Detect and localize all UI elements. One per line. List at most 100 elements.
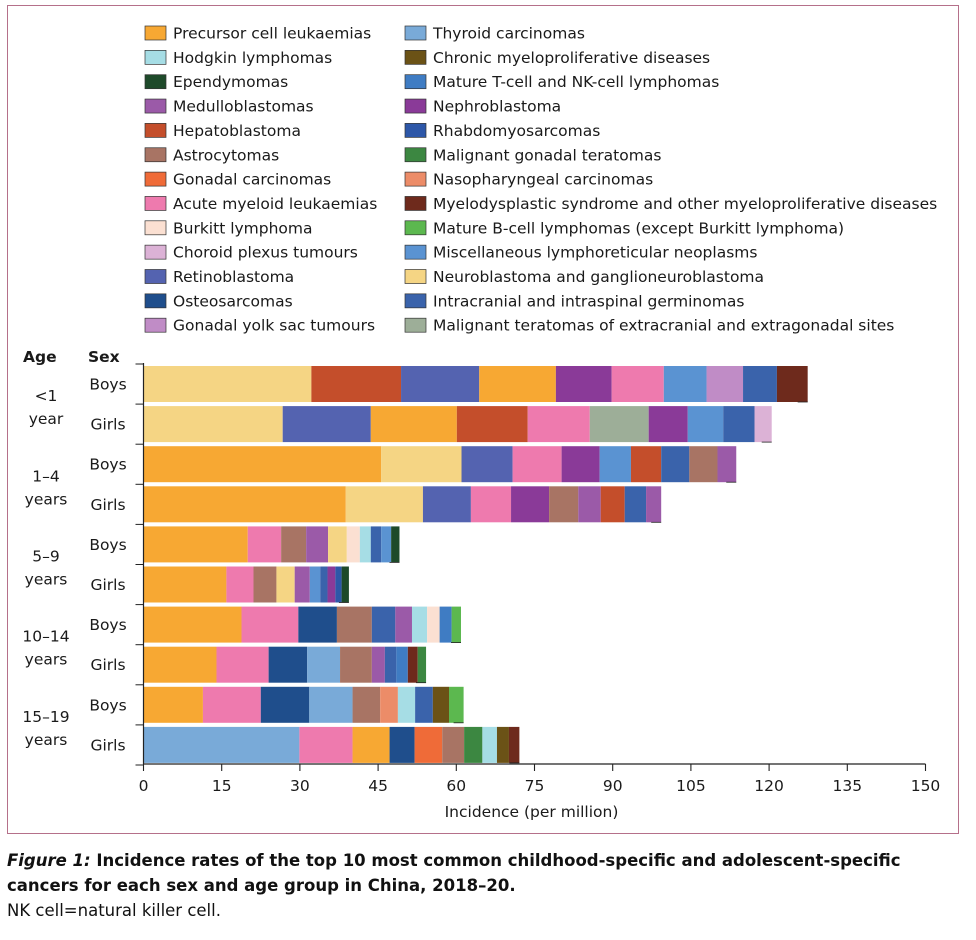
legend-swatch-medulloblastomas xyxy=(144,98,167,114)
bar-segment-girls-7-thyroid-carcinomas xyxy=(307,646,341,683)
legend-swatch-chronic-myeloproliferative-diseases xyxy=(404,49,427,65)
bar-segment-boys-4-hodgkin-lymphomas xyxy=(359,526,371,563)
bar-segment-girls-7-astrocytomas xyxy=(340,646,372,683)
bar-segment-boys-4-precursor-cell-leukaemias xyxy=(143,526,248,563)
age-label: 5–9 xyxy=(32,548,59,566)
bar-segment-boys-2-precursor-cell-leukaemias xyxy=(143,446,382,483)
bar-segment-girls-1-intracranial-and-intraspinal-germinomas xyxy=(723,406,755,443)
age-label-unit: year xyxy=(29,410,64,428)
sex-label-girls: Girls xyxy=(90,496,125,514)
bar-segment-boys-6-osteosarcomas xyxy=(298,606,337,643)
bar-segment-boys-0-myelodysplastic-syndrome-and-other-myeloproliferative-diseases xyxy=(776,366,808,402)
row-labels: Age Sex Boys Girls Boys Girls Boys Girls Boys Gir… xyxy=(22,348,126,754)
x-tick-label-75: 75 xyxy=(525,777,545,795)
sex-label-boys: Boys xyxy=(89,456,126,474)
legend-label-mature-b-cell-lymphomas-except-burkitt-lymphoma: Mature B-cell lymphomas (except Burkitt … xyxy=(433,219,844,237)
legend-swatch-ependymomas xyxy=(144,74,167,90)
bar-segment-boys-0-nephroblastoma xyxy=(555,366,612,402)
age-label-unit: years xyxy=(25,651,68,669)
legend-swatch-hodgkin-lymphomas xyxy=(144,49,167,65)
sex-label-girls: Girls xyxy=(90,736,125,754)
legend-label-rhabdomyosarcomas: Rhabdomyosarcomas xyxy=(433,122,600,140)
bar-segment-girls-1-miscellaneous-lymphoreticular-neoplasms xyxy=(687,406,724,443)
legend-label-burkitt-lymphoma: Burkitt lymphoma xyxy=(173,219,313,237)
legend-swatch-mature-b-cell-lymphomas-except-burkitt-lymphoma xyxy=(404,220,427,236)
bar-segment-boys-2-acute-myeloid-leukaemias xyxy=(512,446,562,483)
legend-swatch-rhabdomyosarcomas xyxy=(404,123,427,138)
legend-swatch-malignant-teratomas-of-extracranial-and-extragonadal-sites xyxy=(404,317,427,333)
bar-segment-boys-6-acute-myeloid-leukaemias xyxy=(241,606,299,643)
x-tick-label-120: 120 xyxy=(754,777,784,795)
x-tick-label-0: 0 xyxy=(139,777,149,795)
bar-segment-girls-5-ependymomas xyxy=(341,566,349,603)
legend-swatch-gonadal-carcinomas xyxy=(144,171,167,187)
bar-segment-boys-0-neuroblastoma-and-ganglioneuroblastoma xyxy=(143,366,312,402)
legend-swatch-nephroblastoma xyxy=(404,98,427,114)
legend-label-chronic-myeloproliferative-diseases: Chronic myeloproliferative diseases xyxy=(433,49,710,67)
age-label-unit: years xyxy=(25,490,68,508)
bar-segment-girls-1-precursor-cell-leukaemias xyxy=(370,406,457,443)
age-label-unit: years xyxy=(25,731,68,749)
bar-segment-boys-4-intracranial-and-intraspinal-germinomas xyxy=(370,526,382,563)
bar-segment-boys-4-burkitt-lymphoma xyxy=(346,526,360,563)
bar-segment-girls-1-choroid-plexus-tumours xyxy=(754,406,772,443)
bar-segment-boys-2-medulloblastomas xyxy=(717,446,737,483)
bar-segment-boys-8-precursor-cell-leukaemias xyxy=(143,686,203,723)
bar-segment-boys-8-mature-b-cell-lymphomas-except-burkitt-lymphoma xyxy=(449,686,464,723)
legend-swatch-neuroblastoma-and-ganglioneuroblastoma xyxy=(404,269,427,284)
legend-swatch-nasopharyngeal-carcinomas xyxy=(404,171,427,187)
legend-swatch-astrocytomas xyxy=(144,147,167,163)
bar-segment-girls-1-retinoblastoma xyxy=(282,406,371,443)
legend-swatch-hepatoblastoma xyxy=(144,123,167,138)
legend-swatch-burkitt-lymphoma xyxy=(144,220,167,236)
legend-label-precursor-cell-leukaemias: Precursor cell leukaemias xyxy=(173,25,371,43)
bar-segment-girls-1-malignant-teratomas-of-extracranial-and-extragonadal-sites xyxy=(589,406,649,443)
bar-segment-girls-7-myelodysplastic-syndrome-and-other-myeloproliferative-diseases xyxy=(407,646,418,683)
legend-swatch-gonadal-yolk-sac-tumours xyxy=(144,317,167,333)
figure-caption: Figure 1: Incidence rates of the top 10 … xyxy=(7,848,967,923)
bar-segment-boys-8-acute-myeloid-leukaemias xyxy=(202,686,261,723)
legend-label-malignant-gonadal-teratomas: Malignant gonadal teratomas xyxy=(433,146,661,164)
bar-segment-girls-1-nephroblastoma xyxy=(648,406,688,443)
legend-swatch-myelodysplastic-syndrome-and-other-myeloproliferative-diseases xyxy=(404,196,427,211)
bar-segment-boys-4-ependymomas xyxy=(391,526,400,563)
bar-segment-girls-7-mature-t-cell-and-nk-cell-lymphomas xyxy=(396,646,408,683)
bar-segment-girls-5-miscellaneous-lymphoreticular-neoplasms xyxy=(309,566,321,603)
bar-segment-girls-9-astrocytomas xyxy=(442,726,465,763)
bar-segment-boys-0-precursor-cell-leukaemias xyxy=(479,366,556,402)
bar-segment-girls-3-acute-myeloid-leukaemias xyxy=(470,486,512,523)
bar-segment-boys-2-astrocytomas xyxy=(689,446,718,483)
bar-segment-girls-3-precursor-cell-leukaemias xyxy=(143,486,346,523)
bar-segment-boys-0-intracranial-and-intraspinal-germinomas xyxy=(743,366,777,402)
legend-swatch-retinoblastoma xyxy=(144,269,167,284)
bar-segment-boys-4-medulloblastomas xyxy=(306,526,329,563)
age-label-unit: years xyxy=(25,571,68,589)
age-label: 10–14 xyxy=(22,628,69,646)
bar-segment-boys-6-astrocytomas xyxy=(336,606,372,643)
bar-segment-boys-2-neuroblastoma-and-ganglioneuroblastoma xyxy=(381,446,462,483)
bar-segment-boys-6-intracranial-and-intraspinal-germinomas xyxy=(371,606,396,643)
bar-segment-boys-0-retinoblastoma xyxy=(401,366,480,402)
legend-label-thyroid-carcinomas: Thyroid carcinomas xyxy=(432,25,585,43)
bar-segment-girls-3-nephroblastoma xyxy=(511,486,550,523)
bar-segment-girls-7-intracranial-and-intraspinal-germinomas xyxy=(384,646,397,683)
sex-label-girls: Girls xyxy=(90,416,125,434)
legend-label-astrocytomas: Astrocytomas xyxy=(173,146,279,164)
legend-swatch-mature-t-cell-and-nk-cell-lymphomas xyxy=(404,74,427,90)
x-tick-label-105: 105 xyxy=(676,777,706,795)
bar-segment-girls-9-acute-myeloid-leukaemias xyxy=(299,726,353,763)
legend-label-acute-myeloid-leukaemias: Acute myeloid leukaemias xyxy=(173,195,377,213)
bar-segment-boys-0-gonadal-yolk-sac-tumours xyxy=(706,366,744,402)
bar-segment-girls-9-thyroid-carcinomas xyxy=(143,726,300,763)
bar-segment-boys-8-astrocytomas xyxy=(352,686,381,723)
legend-label-neuroblastoma-and-ganglioneuroblastoma: Neuroblastoma and ganglioneuroblastoma xyxy=(433,268,764,286)
bar-segment-girls-9-gonadal-carcinomas xyxy=(414,726,443,763)
legend-label-intracranial-and-intraspinal-germinomas: Intracranial and intraspinal germinomas xyxy=(433,292,744,310)
bar-segment-boys-2-intracranial-and-intraspinal-germinomas xyxy=(661,446,690,483)
legend-label-mature-t-cell-and-nk-cell-lymphomas: Mature T-cell and NK-cell lymphomas xyxy=(433,73,719,91)
bar-segment-girls-9-malignant-gonadal-teratomas xyxy=(464,726,483,763)
x-tick-label-15: 15 xyxy=(212,777,232,795)
age-label: 15–19 xyxy=(22,708,69,726)
bar-segment-girls-1-neuroblastoma-and-ganglioneuroblastoma xyxy=(143,406,283,443)
legend-label-gonadal-carcinomas: Gonadal carcinomas xyxy=(173,171,331,189)
